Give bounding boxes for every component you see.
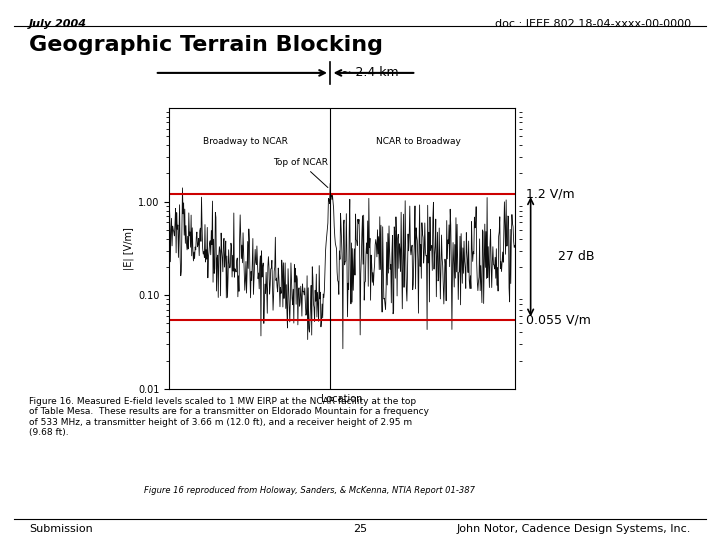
Text: Submission: Submission — [29, 524, 93, 534]
Text: ~ 2.4 km: ~ 2.4 km — [341, 66, 398, 79]
Text: 1.2 V/m: 1.2 V/m — [526, 188, 575, 201]
Text: 27 dB: 27 dB — [558, 251, 595, 264]
Text: doc.: IEEE 802.18-04-xxxx-00-0000: doc.: IEEE 802.18-04-xxxx-00-0000 — [495, 19, 691, 29]
Text: Geographic Terrain Blocking: Geographic Terrain Blocking — [29, 35, 383, 55]
Text: Top of NCAR: Top of NCAR — [273, 158, 328, 187]
Text: July 2004: July 2004 — [29, 19, 87, 29]
Text: Broadway to NCAR: Broadway to NCAR — [203, 137, 288, 146]
Text: 0.055 V/m: 0.055 V/m — [526, 313, 590, 326]
Text: Figure 16 reproduced from Holoway, Sanders, & McKenna, NTIA Report 01-387: Figure 16 reproduced from Holoway, Sande… — [144, 486, 475, 495]
Y-axis label: |E| [V/m]: |E| [V/m] — [123, 227, 134, 270]
Text: Figure 16. Measured E-field levels scaled to 1 MW EIRP at the NCAR facility at t: Figure 16. Measured E-field levels scale… — [29, 397, 429, 437]
Text: John Notor, Cadence Design Systems, Inc.: John Notor, Cadence Design Systems, Inc. — [456, 524, 691, 534]
Text: 25: 25 — [353, 524, 367, 534]
Text: NCAR to Broadway: NCAR to Broadway — [376, 137, 461, 146]
X-axis label: Location: Location — [321, 394, 363, 404]
